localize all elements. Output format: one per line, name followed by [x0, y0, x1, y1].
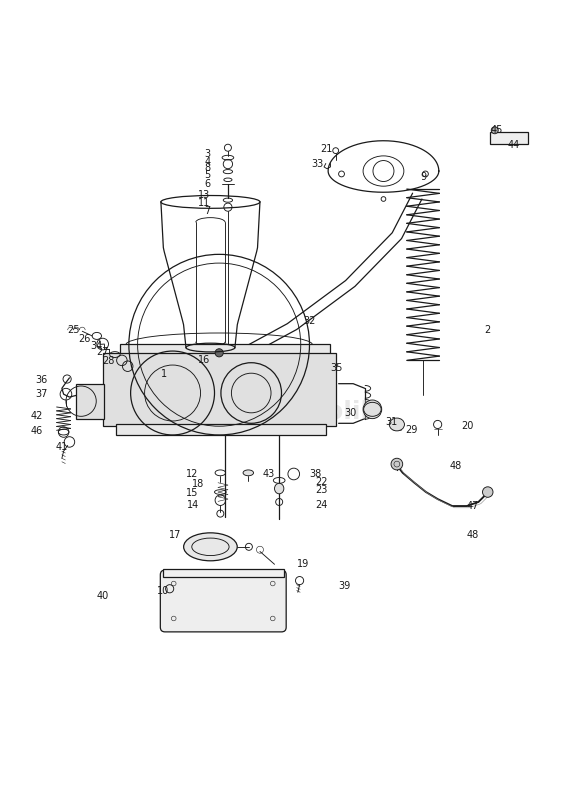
FancyBboxPatch shape [161, 570, 286, 632]
Ellipse shape [243, 470, 253, 476]
Ellipse shape [390, 418, 405, 431]
Bar [490, 132, 528, 144]
Text: 19: 19 [297, 559, 310, 570]
Bar [103, 354, 336, 426]
Text: 31: 31 [385, 417, 398, 427]
Circle shape [491, 126, 498, 134]
Text: 7: 7 [204, 206, 210, 216]
Text: 24: 24 [315, 500, 328, 510]
Text: 12: 12 [186, 469, 199, 479]
Text: 42: 42 [31, 411, 43, 422]
Text: 30: 30 [345, 408, 357, 418]
Text: 45: 45 [490, 126, 502, 135]
Text: 17: 17 [169, 530, 181, 540]
Text: 14: 14 [186, 500, 199, 510]
Text: 16: 16 [198, 355, 210, 366]
Text: 38: 38 [310, 469, 322, 479]
Text: 22: 22 [315, 477, 328, 486]
Bar [120, 344, 330, 354]
Text: 39: 39 [339, 582, 351, 591]
Text: 47: 47 [467, 501, 479, 511]
Text: 37: 37 [35, 389, 47, 399]
Text: 9: 9 [420, 173, 426, 182]
Text: 3: 3 [204, 149, 210, 158]
Text: Motorpublik: Motorpublik [206, 400, 378, 424]
Text: 27: 27 [96, 347, 109, 358]
Text: 29: 29 [406, 426, 418, 435]
Bar [116, 425, 326, 435]
Text: 40: 40 [96, 591, 109, 602]
Text: 2: 2 [484, 325, 491, 335]
Bar [77, 384, 105, 418]
Text: 21: 21 [321, 145, 333, 154]
Text: 35: 35 [330, 363, 342, 373]
Bar [163, 569, 284, 577]
Text: 10: 10 [158, 586, 169, 595]
Text: 48: 48 [449, 461, 461, 471]
Text: 28: 28 [102, 356, 114, 366]
Text: 25: 25 [67, 325, 79, 335]
Text: 34: 34 [91, 342, 103, 351]
Text: 18: 18 [192, 479, 204, 489]
Text: 13: 13 [198, 190, 210, 200]
Text: 4: 4 [204, 158, 210, 167]
Text: 41: 41 [55, 442, 68, 452]
Ellipse shape [274, 483, 284, 494]
Text: 48: 48 [467, 530, 479, 540]
Circle shape [363, 400, 382, 418]
Text: 5: 5 [204, 170, 210, 180]
Circle shape [482, 487, 493, 498]
Text: 36: 36 [35, 374, 47, 385]
Text: 43: 43 [263, 469, 275, 479]
Circle shape [215, 349, 223, 357]
Text: 11: 11 [198, 198, 210, 208]
Text: 8: 8 [204, 162, 210, 173]
Text: 6: 6 [204, 179, 210, 190]
Text: 23: 23 [315, 486, 328, 495]
Ellipse shape [183, 533, 237, 561]
Text: 46: 46 [31, 426, 43, 437]
Circle shape [391, 458, 403, 470]
Text: 15: 15 [186, 488, 199, 498]
Text: 26: 26 [79, 334, 91, 345]
Text: 1: 1 [161, 369, 167, 378]
Text: 33: 33 [312, 159, 324, 169]
Text: 20: 20 [461, 422, 474, 431]
Text: 44: 44 [507, 140, 520, 150]
Text: 32: 32 [304, 316, 316, 326]
